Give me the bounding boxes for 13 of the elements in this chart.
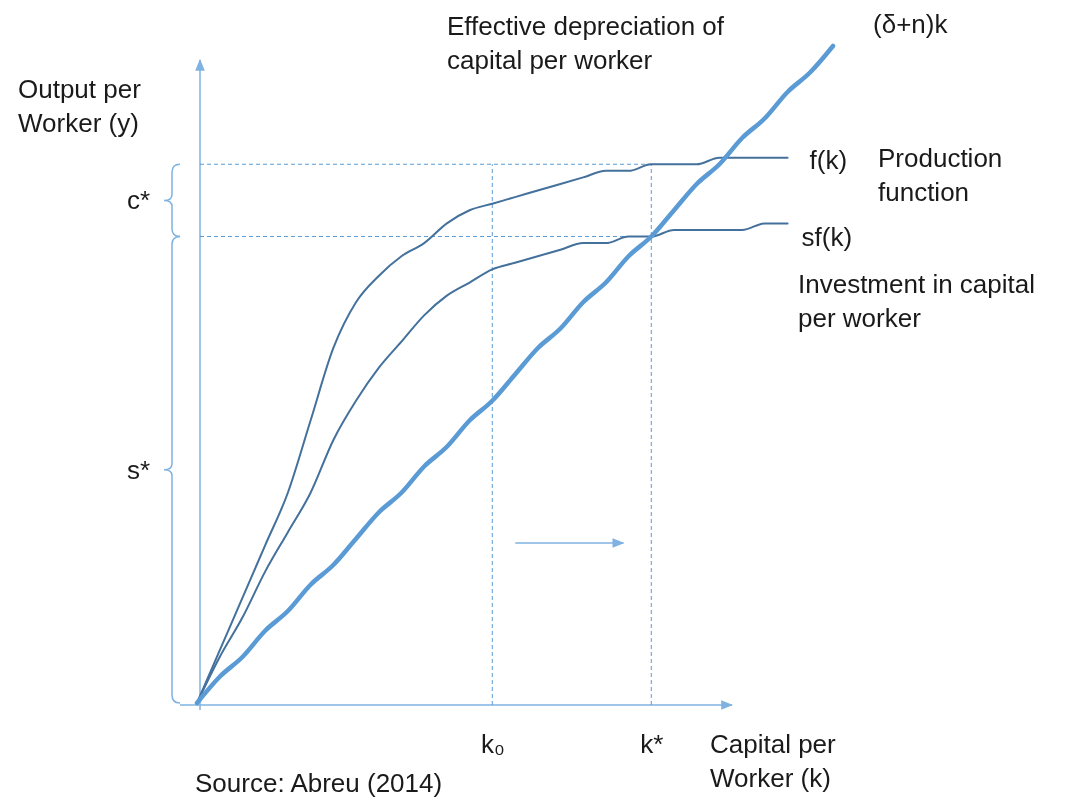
source-note: Source: Abreu (2014) bbox=[195, 768, 443, 798]
text: c* bbox=[126, 185, 150, 216]
text: s* bbox=[126, 454, 150, 485]
annotation: Effective depreciation of capital per worker bbox=[447, 11, 725, 75]
x-tick-label: k₀ bbox=[480, 729, 505, 760]
annotation: Investment in capital per worker bbox=[798, 269, 1036, 333]
x-tick-label: k* bbox=[640, 729, 664, 760]
series-label: (δ+n)k bbox=[873, 8, 949, 39]
text: Production function bbox=[878, 143, 1003, 207]
series-label: f(k) bbox=[809, 144, 848, 175]
y-axis-title: Output per Worker (y) bbox=[18, 74, 142, 138]
series-label: sf(k) bbox=[801, 222, 853, 253]
x-axis-title: Capital per Worker (k) bbox=[710, 729, 837, 793]
